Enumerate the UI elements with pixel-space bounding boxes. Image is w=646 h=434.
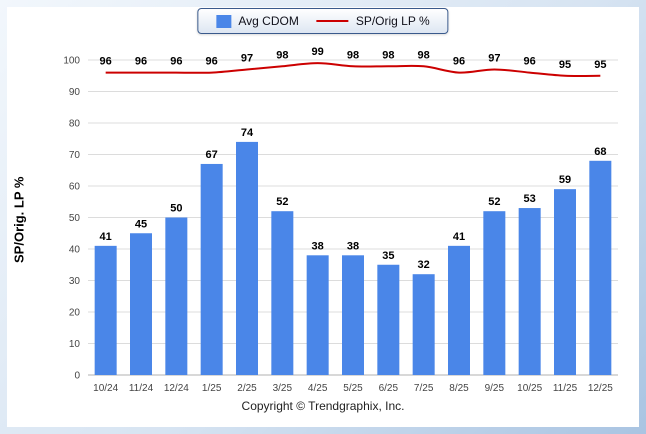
line-value-labels: 96 96 96 96 97 98 99 98 98 98 96 97 96 95 95 — [100, 46, 607, 71]
y-tick-label: 40 — [69, 245, 81, 256]
line-value-label: 95 — [594, 59, 606, 71]
legend-label-avg-cdom: Avg CDOM — [238, 14, 299, 28]
bar-value-labels: 41 45 50 67 74 52 38 38 35 32 41 52 53 59 68 — [100, 127, 607, 271]
line-value-label: 95 — [559, 59, 571, 71]
bar-value-label: 38 — [347, 240, 359, 252]
bar-value-label: 53 — [524, 193, 536, 205]
copyright-text: Copyright © Trendgraphix, Inc. — [241, 399, 405, 413]
bar-value-label: 52 — [488, 196, 500, 208]
bar — [342, 255, 364, 375]
bar — [306, 255, 329, 375]
y-tick-label: 60 — [69, 182, 81, 193]
bar-swatch-icon — [216, 14, 232, 28]
bar-value-label: 50 — [170, 203, 182, 215]
x-tick-label: 6/25 — [379, 383, 399, 394]
bar — [518, 208, 541, 375]
y-tick-label: 80 — [69, 119, 81, 130]
bar — [130, 233, 152, 375]
line-value-label: 96 — [170, 56, 182, 68]
y-tick-label: 0 — [74, 371, 80, 382]
bar — [589, 160, 612, 375]
bar-value-label: 45 — [135, 218, 147, 230]
legend-label-sp-orig-lp: SP/Orig LP % — [355, 14, 430, 28]
y-tick-label: 90 — [69, 87, 81, 98]
line-value-label: 98 — [418, 49, 430, 61]
line-value-label: 96 — [206, 56, 218, 68]
y-tick-label: 70 — [69, 150, 81, 161]
bar-value-label: 41 — [100, 231, 112, 243]
bar-value-label: 59 — [559, 174, 571, 186]
x-tick-label: 10/25 — [517, 383, 542, 394]
bar — [165, 217, 188, 375]
x-tick-label: 9/25 — [485, 383, 505, 394]
bar-value-label: 38 — [312, 240, 324, 252]
line-value-label: 98 — [276, 49, 288, 61]
bar-value-label: 35 — [382, 250, 394, 262]
legend-item-sp-orig-lp: SP/Orig LP % — [316, 14, 430, 28]
x-tick-label: 7/25 — [414, 383, 434, 394]
line-value-label: 98 — [382, 49, 394, 61]
line-value-label: 96 — [135, 56, 147, 68]
x-tick-label: 10/24 — [93, 383, 118, 394]
x-tick-label: 5/25 — [343, 383, 363, 394]
bar — [200, 163, 223, 375]
y-tick-label: 30 — [69, 276, 81, 287]
x-tick-label: 12/25 — [588, 383, 613, 394]
bar — [554, 189, 576, 375]
x-tick-label: 1/25 — [202, 383, 222, 394]
x-tick-label: 2/25 — [237, 383, 257, 394]
y-tick-label: 100 — [63, 56, 80, 67]
line-value-label: 96 — [100, 56, 112, 68]
line-value-label: 98 — [347, 49, 359, 61]
y-tick-labels: 0 10 20 30 40 50 60 70 80 90 100 — [63, 56, 80, 382]
y-tick-label: 50 — [69, 213, 81, 224]
x-tick-label: 11/24 — [129, 383, 154, 394]
y-axis-title: SP/Orig. LP % — [11, 176, 27, 264]
bar-value-label: 67 — [206, 149, 218, 161]
x-tick-label: 12/24 — [164, 383, 189, 394]
bar-value-label: 32 — [418, 259, 430, 271]
y-tick-label: 10 — [69, 339, 81, 350]
bar-value-label: 52 — [276, 196, 288, 208]
legend-item-avg-cdom: Avg CDOM — [216, 14, 299, 28]
x-tick-label: 11/25 — [553, 383, 578, 394]
bar — [377, 264, 400, 375]
line-value-label: 99 — [312, 46, 324, 58]
bar — [483, 211, 506, 375]
line-series — [105, 62, 601, 77]
x-tick-labels: 10/24 11/24 12/24 1/25 2/25 3/25 4/25 5/25 6/25 7… — [93, 383, 613, 394]
y-tick-label: 20 — [69, 308, 81, 319]
x-tick-label: 4/25 — [308, 383, 328, 394]
bar — [448, 245, 470, 375]
x-tick-label: 3/25 — [273, 383, 293, 394]
bar — [412, 274, 435, 375]
x-tick-label: 8/25 — [449, 383, 469, 394]
bar-value-label: 68 — [594, 146, 606, 158]
legend: Avg CDOM SP/Orig LP % — [197, 8, 449, 34]
bar-series — [94, 141, 612, 375]
line-value-label: 97 — [241, 52, 253, 64]
line-swatch-icon — [316, 20, 349, 22]
line-value-label: 96 — [453, 56, 465, 68]
bar — [271, 211, 294, 375]
bar-value-label: 41 — [453, 231, 465, 243]
bar — [94, 245, 117, 375]
bar-value-label: 74 — [241, 127, 254, 139]
line-value-label: 97 — [488, 52, 500, 64]
line-value-label: 96 — [524, 56, 536, 68]
bar — [236, 141, 258, 375]
